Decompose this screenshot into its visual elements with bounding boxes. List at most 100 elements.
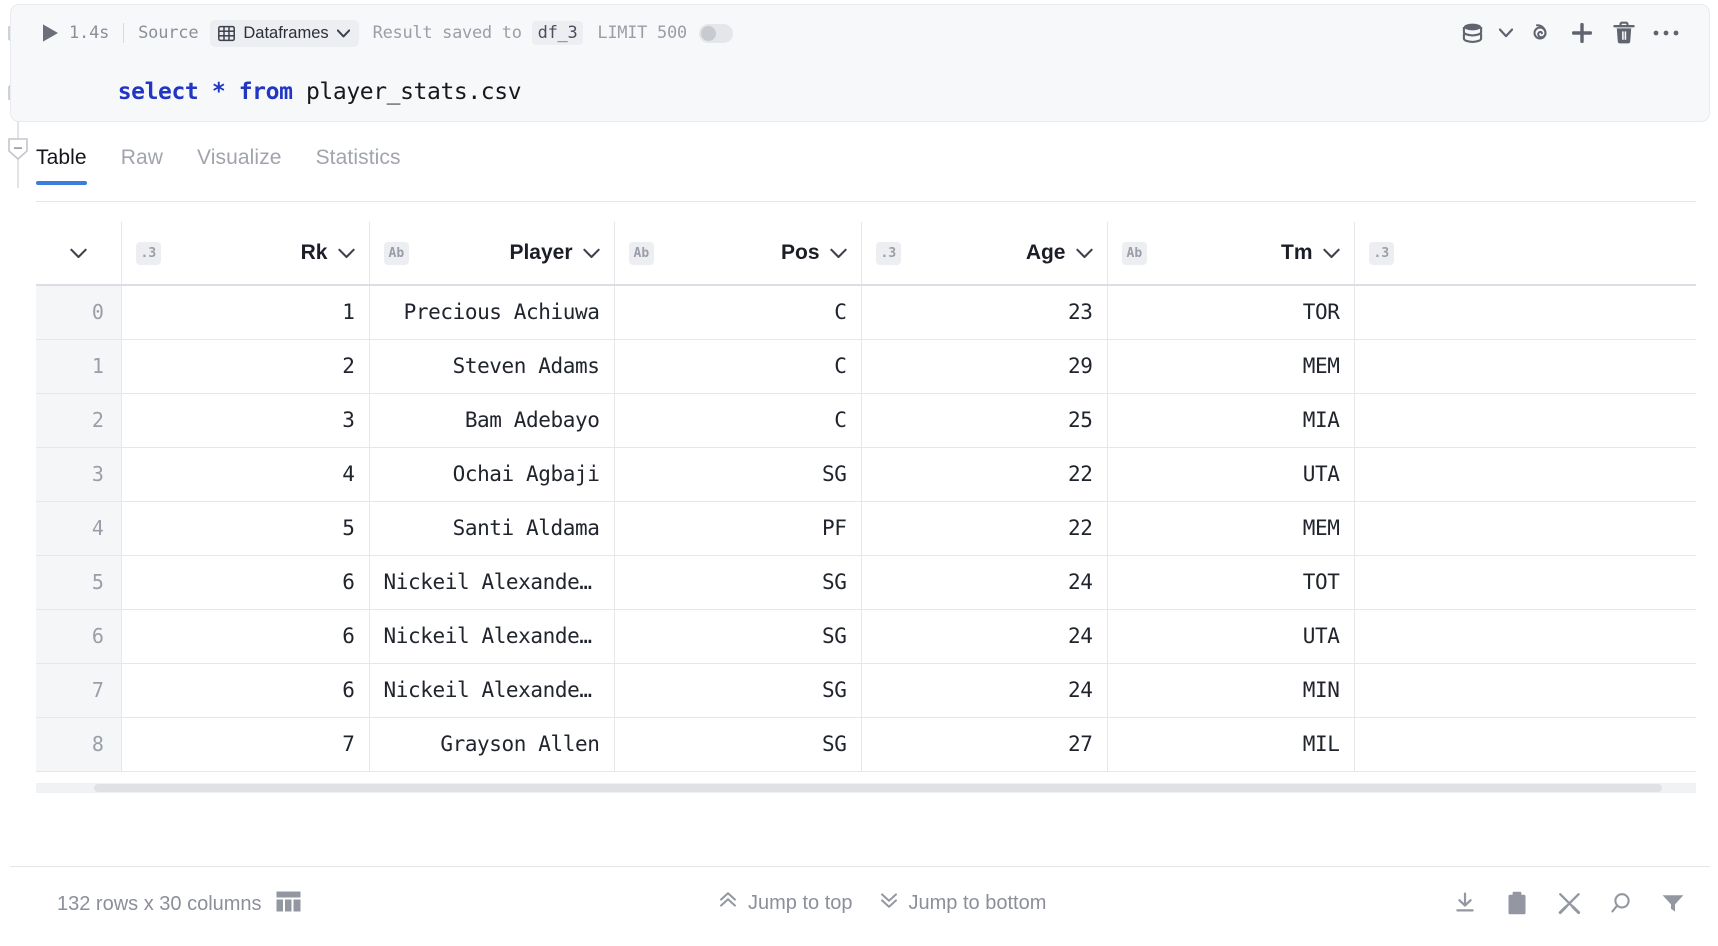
cell-rk[interactable]: 2 <box>121 339 370 394</box>
cell-tm[interactable]: UTA <box>1107 609 1355 664</box>
chevron-down-icon[interactable] <box>1075 248 1093 259</box>
cell-next[interactable] <box>1354 339 1696 394</box>
cell-rk[interactable]: 3 <box>121 393 370 448</box>
cell-pos[interactable]: SG <box>614 447 862 502</box>
column-header-tm[interactable]: Ab Tm <box>1107 222 1355 286</box>
cell-next[interactable] <box>1354 717 1696 772</box>
cell-player[interactable]: Santi Aldama <box>369 501 615 556</box>
cell-tm[interactable]: MEM <box>1107 501 1355 556</box>
play-icon[interactable] <box>37 20 63 46</box>
download-icon[interactable] <box>1450 887 1480 919</box>
cell-tm[interactable]: UTA <box>1107 447 1355 502</box>
fold-handle-bottom[interactable] <box>6 138 30 160</box>
table-row[interactable]: 1 2 Steven Adams C 29 MEM <box>36 339 1696 394</box>
cell-rk[interactable]: 7 <box>121 717 370 772</box>
columns-icon[interactable] <box>276 891 301 917</box>
cell-pos[interactable]: SG <box>614 609 862 664</box>
cell-player[interactable]: Nickeil Alexander… <box>369 555 615 610</box>
tab-raw[interactable]: Raw <box>120 146 164 169</box>
column-header-pos[interactable]: Ab Pos <box>614 222 862 286</box>
chevron-down-icon[interactable] <box>829 248 847 259</box>
delete-cell-icon[interactable] <box>1603 17 1645 49</box>
column-header-rk[interactable]: .3 Rk <box>121 222 370 286</box>
cell-age[interactable]: 24 <box>861 609 1108 664</box>
column-header-player[interactable]: Ab Player <box>369 222 615 286</box>
jump-to-bottom-button[interactable]: Jump to bottom <box>879 891 1046 915</box>
cell-pos[interactable]: PF <box>614 501 862 556</box>
cell-next[interactable] <box>1354 609 1696 664</box>
cell-next[interactable] <box>1354 501 1696 556</box>
cell-tm[interactable]: MIN <box>1107 663 1355 718</box>
chevron-down-icon[interactable] <box>1322 248 1340 259</box>
table-row[interactable]: 5 6 Nickeil Alexander… SG 24 TOT <box>36 555 1696 610</box>
cell-age[interactable]: 23 <box>861 285 1108 340</box>
column-header-next[interactable]: .3 <box>1354 222 1696 286</box>
cell-tm[interactable]: TOR <box>1107 285 1355 340</box>
cell-player[interactable]: Bam Adebayo <box>369 393 615 448</box>
cell-tm[interactable]: MIL <box>1107 717 1355 772</box>
chevron-down-icon[interactable] <box>36 222 121 284</box>
cell-rk[interactable]: 5 <box>121 501 370 556</box>
clipboard-icon[interactable] <box>1502 887 1532 919</box>
cell-rk[interactable]: 6 <box>121 555 370 610</box>
table-row[interactable]: 3 4 Ochai Agbaji SG 22 UTA <box>36 447 1696 502</box>
cell-rk[interactable]: 6 <box>121 663 370 718</box>
cell-next[interactable] <box>1354 447 1696 502</box>
more-options-icon[interactable] <box>1645 17 1687 49</box>
cell-tm[interactable]: TOT <box>1107 555 1355 610</box>
cell-rk[interactable]: 1 <box>121 285 370 340</box>
cell-pos[interactable]: SG <box>614 717 862 772</box>
table-row[interactable]: 8 7 Grayson Allen SG 27 MIL <box>36 717 1696 772</box>
cell-age[interactable]: 24 <box>861 555 1108 610</box>
cell-rk[interactable]: 6 <box>121 609 370 664</box>
cell-pos[interactable]: C <box>614 339 862 394</box>
cell-player[interactable]: Ochai Agbaji <box>369 447 615 502</box>
cell-rk[interactable]: 4 <box>121 447 370 502</box>
cell-pos[interactable]: C <box>614 285 862 340</box>
add-cell-icon[interactable] <box>1561 17 1603 49</box>
cell-next[interactable] <box>1354 663 1696 718</box>
dataframes-selector[interactable]: Dataframes <box>210 19 359 47</box>
cell-age[interactable]: 22 <box>861 501 1108 556</box>
tools-icon[interactable] <box>1554 887 1584 919</box>
cell-age[interactable]: 29 <box>861 339 1108 394</box>
filter-icon[interactable] <box>1658 887 1688 919</box>
cell-next[interactable] <box>1354 555 1696 610</box>
column-header-age[interactable]: .3 Age <box>861 222 1108 286</box>
tab-statistics[interactable]: Statistics <box>315 146 401 169</box>
table-row[interactable]: 2 3 Bam Adebayo C 25 MIA <box>36 393 1696 448</box>
cell-pos[interactable]: SG <box>614 555 862 610</box>
cell-player[interactable]: Nickeil Alexander… <box>369 609 615 664</box>
cell-age[interactable]: 25 <box>861 393 1108 448</box>
cell-tm[interactable]: MEM <box>1107 339 1355 394</box>
chevron-down-icon[interactable] <box>582 248 600 259</box>
chevron-down-icon[interactable] <box>1493 17 1519 49</box>
search-icon[interactable] <box>1606 887 1636 919</box>
cell-age[interactable]: 24 <box>861 663 1108 718</box>
horizontal-scrollbar-thumb[interactable] <box>94 784 1662 792</box>
chevron-down-icon[interactable] <box>337 248 355 259</box>
cell-pos[interactable]: C <box>614 393 862 448</box>
cell-pos[interactable]: SG <box>614 663 862 718</box>
table-row[interactable]: 4 5 Santi Aldama PF 22 MEM <box>36 501 1696 556</box>
cell-age[interactable]: 22 <box>861 447 1108 502</box>
cell-next[interactable] <box>1354 285 1696 340</box>
sql-editor-line[interactable]: select * from player_stats.csv <box>37 53 522 131</box>
cell-player[interactable]: Steven Adams <box>369 339 615 394</box>
cell-player[interactable]: Precious Achiuwa <box>369 285 615 340</box>
jump-to-top-button[interactable]: Jump to top <box>718 891 853 915</box>
cell-player[interactable]: Grayson Allen <box>369 717 615 772</box>
spiral-icon[interactable] <box>1519 17 1561 49</box>
index-column-header[interactable] <box>36 222 122 286</box>
limit-toggle[interactable] <box>698 23 733 43</box>
cell-player[interactable]: Nickeil Alexander… <box>369 663 615 718</box>
table-row[interactable]: 7 6 Nickeil Alexander… SG 24 MIN <box>36 663 1696 718</box>
cell-tm[interactable]: MIA <box>1107 393 1355 448</box>
cell-next[interactable] <box>1354 393 1696 448</box>
table-row[interactable]: 0 1 Precious Achiuwa C 23 TOR <box>36 285 1696 340</box>
tab-visualize[interactable]: Visualize <box>197 146 282 169</box>
database-icon[interactable] <box>1451 17 1493 49</box>
cell-age[interactable]: 27 <box>861 717 1108 772</box>
table-row[interactable]: 6 6 Nickeil Alexander… SG 24 UTA <box>36 609 1696 664</box>
tab-table[interactable]: Table <box>36 146 87 185</box>
